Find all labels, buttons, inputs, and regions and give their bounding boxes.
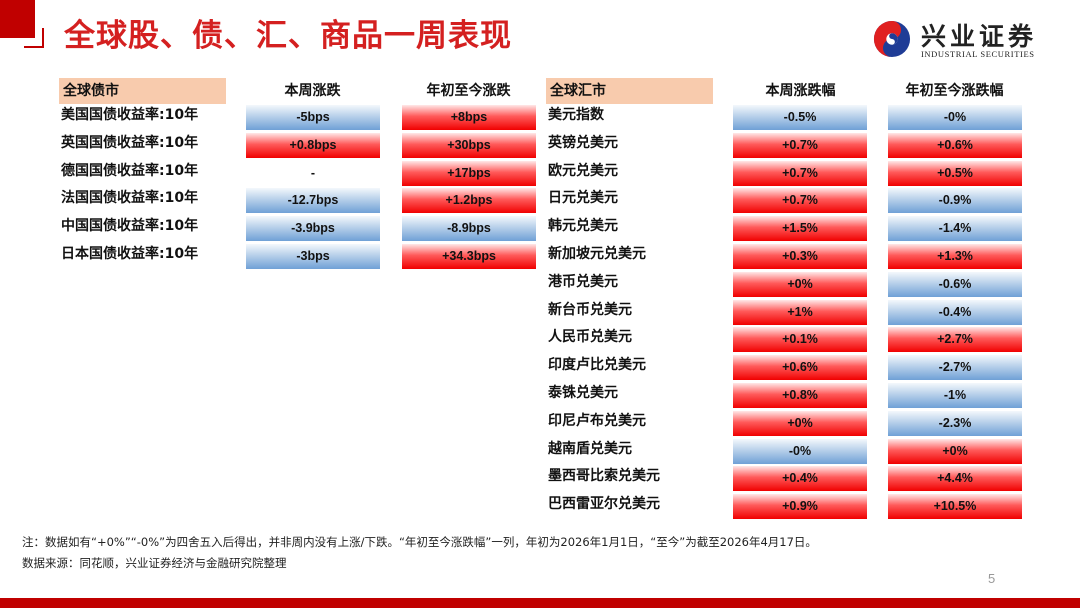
fx-week-change-cell: +0.3%	[733, 244, 867, 269]
fx-row-label: 新加坡元兑美元	[548, 246, 646, 262]
logo-swirl-icon	[873, 20, 911, 58]
fx-week-change-cell: +0.7%	[733, 160, 867, 186]
fx-row-label: 美元指数	[548, 107, 604, 123]
page-number: 5	[988, 571, 996, 586]
bond-col-ytd-header: 年初至今涨跌	[426, 83, 511, 99]
fx-col-week-header: 本周涨跌幅	[765, 83, 836, 99]
bond-row-label: 英国国债收益率:10年	[61, 134, 199, 151]
fx-week-change-cell: +0.6%	[733, 355, 867, 381]
fx-week-change-cell: +0.1%	[733, 327, 867, 353]
fx-col-ytd-header: 年初至今涨跌幅	[905, 83, 1004, 99]
fx-week-change-cell: +1%	[733, 299, 867, 325]
logo-name-cn: 兴业证券	[921, 22, 1038, 51]
fx-row-label: 印尼卢布兑美元	[548, 412, 646, 429]
fx-ytd-change-cell: +1.3%	[888, 244, 1022, 269]
corner-accent-block	[0, 0, 35, 38]
bond-ytd-change-cell: +34.3bps	[402, 244, 536, 269]
bond-week-change-cell: +0.8bps	[246, 132, 380, 158]
bond-ytd-change-cell: +8bps	[402, 105, 536, 130]
fx-week-change-cell: +0.7%	[733, 132, 867, 158]
fx-ytd-change-cell: -2.7%	[888, 355, 1022, 381]
fx-row-label: 越南盾兑美元	[548, 440, 632, 457]
fx-row-label: 港币兑美元	[548, 273, 618, 290]
fx-ytd-change-cell: -0.9%	[888, 188, 1022, 214]
bond-row-label: 法国国债收益率:10年	[61, 190, 199, 207]
fx-row-label: 人民币兑美元	[548, 329, 632, 346]
fx-ytd-change-cell: -0%	[888, 105, 1022, 130]
fx-ytd-change-cell: +0.6%	[888, 132, 1022, 158]
fx-row-label: 日元兑美元	[548, 190, 618, 207]
fx-week-change-cell: +0.4%	[733, 466, 867, 492]
data-source: 数据来源：同花顺，兴业证券经济与金融研究院整理	[22, 556, 287, 570]
bond-week-change-cell: -5bps	[246, 105, 380, 130]
fx-week-change-cell: +1.5%	[733, 216, 867, 242]
fx-ytd-change-cell: -2.3%	[888, 410, 1022, 436]
company-logo: 兴业证券 INDUSTRIAL SECURITIES	[873, 14, 1063, 64]
fx-ytd-change-cell: +4.4%	[888, 466, 1022, 492]
bond-col-week-header: 本周涨跌	[284, 83, 341, 99]
fx-ytd-change-cell: -1.4%	[888, 216, 1022, 242]
fx-row-label: 英镑兑美元	[548, 134, 618, 151]
fx-ytd-change-cell: +2.7%	[888, 327, 1022, 353]
fx-row-label: 巴西雷亚尔兑美元	[548, 496, 660, 513]
fx-ytd-change-cell: -1%	[888, 383, 1022, 408]
fx-ytd-change-cell: +0.5%	[888, 160, 1022, 186]
bond-row-label: 日本国债收益率:10年	[61, 246, 199, 262]
fx-ytd-change-cell: -0.6%	[888, 271, 1022, 297]
bond-ytd-change-cell: +17bps	[402, 160, 536, 186]
bond-row-label: 德国国债收益率:10年	[61, 162, 199, 179]
fx-row-label: 欧元兑美元	[548, 162, 618, 179]
fx-week-change-cell: +0%	[733, 410, 867, 436]
corner-accent-frame	[24, 28, 44, 48]
footnote: 注：数据如有“+0%”“-0%”为四舍五入后得出，并非周内没有上涨/下跌。“年初…	[22, 535, 817, 549]
bond-section-label: 全球债市	[59, 78, 226, 104]
bond-ytd-change-cell: -8.9bps	[402, 216, 536, 242]
bond-week-change-cell: -3.9bps	[246, 216, 380, 242]
fx-week-change-cell: +0.8%	[733, 383, 867, 408]
fx-week-change-cell: +0%	[733, 271, 867, 297]
fx-ytd-change-cell: +0%	[888, 438, 1022, 464]
logo-name-en: INDUSTRIAL SECURITIES	[921, 49, 1035, 59]
fx-week-change-cell: +0.7%	[733, 188, 867, 214]
bond-row-label: 美国国债收益率:10年	[61, 107, 199, 123]
bond-ytd-change-cell: +30bps	[402, 132, 536, 158]
fx-row-label: 新台币兑美元	[548, 301, 632, 318]
fx-week-change-cell: -0%	[733, 438, 867, 464]
fx-ytd-change-cell: -0.4%	[888, 299, 1022, 325]
bond-week-change-cell: -12.7bps	[246, 188, 380, 214]
fx-row-label: 泰铢兑美元	[548, 385, 618, 401]
fx-week-change-cell: -0.5%	[733, 105, 867, 130]
fx-row-label: 印度卢比兑美元	[548, 357, 646, 374]
fx-row-label: 墨西哥比索兑美元	[548, 468, 660, 485]
fx-ytd-change-cell: +10.5%	[888, 494, 1022, 520]
fx-week-change-cell: +0.9%	[733, 494, 867, 520]
footer-bar	[0, 598, 1080, 608]
fx-row-label: 韩元兑美元	[548, 218, 618, 235]
page-title: 全球股、债、汇、商品一周表现	[64, 18, 512, 54]
bond-week-change-cell: -	[310, 165, 316, 180]
bond-ytd-change-cell: +1.2bps	[402, 188, 536, 214]
bond-row-label: 中国国债收益率:10年	[61, 218, 199, 235]
fx-section-label: 全球汇市	[546, 78, 713, 104]
bond-week-change-cell: -3bps	[246, 244, 380, 269]
